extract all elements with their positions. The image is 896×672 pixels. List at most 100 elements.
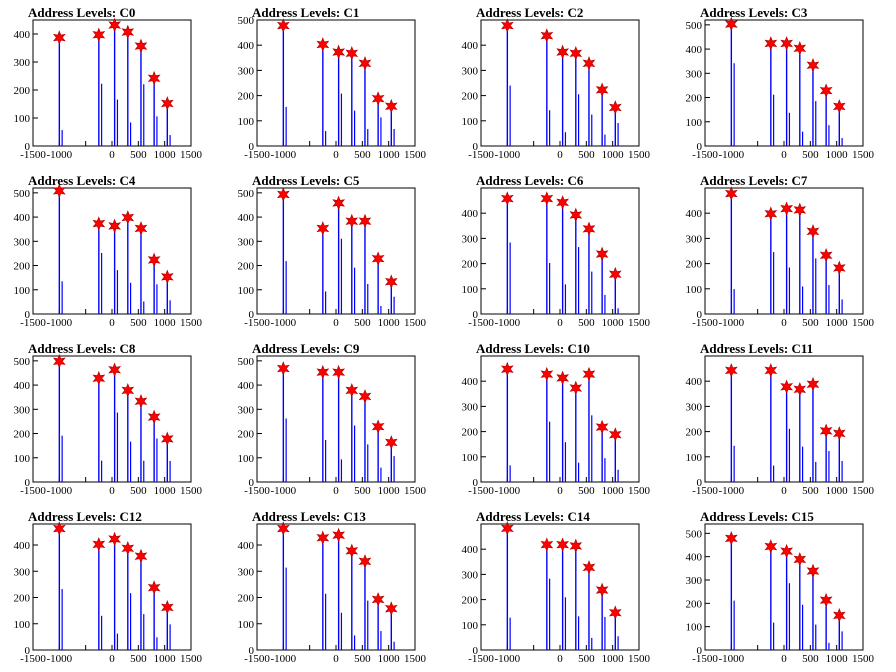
chart-title: Address Levels: C9 bbox=[252, 341, 360, 356]
histogram-spike bbox=[166, 278, 168, 314]
histogram-spike bbox=[799, 391, 801, 482]
peak-marker bbox=[345, 213, 359, 229]
x-tick-label: 1000 bbox=[602, 485, 625, 497]
histogram-spike bbox=[509, 242, 511, 314]
peak-marker bbox=[108, 531, 122, 547]
histogram-spike bbox=[116, 412, 119, 482]
y-tick-label: 500 bbox=[14, 188, 31, 200]
histogram-spike bbox=[506, 200, 509, 314]
chart-title: Address Levels: C12 bbox=[28, 509, 142, 524]
chart-panel: 0 100 200 300 400 -1500 -1000 0 500 1000 1500 Addre… bbox=[0, 0, 224, 168]
chart-panel: 0 100 200 300 400 -1500 -1000 0 500 1000 1500 Addre… bbox=[448, 168, 672, 336]
histogram-spike bbox=[591, 637, 593, 650]
x-tick-label: 1500 bbox=[404, 149, 427, 161]
histogram-spike bbox=[549, 262, 551, 314]
peak-marker bbox=[345, 543, 359, 559]
histogram-spike bbox=[733, 63, 735, 146]
x-tick-label: -1000 bbox=[494, 317, 520, 329]
histogram-spike bbox=[799, 561, 801, 650]
x-tick-label: -1500 bbox=[20, 485, 46, 497]
y-tick-label: 0 bbox=[249, 645, 255, 657]
peak-marker bbox=[52, 30, 66, 45]
histogram-spike bbox=[166, 440, 168, 482]
x-tick-label: 1000 bbox=[602, 149, 625, 161]
y-tick-label: 100 bbox=[686, 622, 703, 634]
peak-marker bbox=[780, 543, 794, 559]
histogram-spike bbox=[506, 371, 509, 482]
histogram-spike bbox=[591, 271, 593, 314]
histogram-spike bbox=[841, 138, 843, 146]
x-tick-label: -1000 bbox=[46, 653, 72, 665]
histogram-spike bbox=[340, 238, 343, 314]
x-tick-label: 0 bbox=[109, 485, 115, 497]
chart-svg: 0 100 200 300 400 -1500 -1000 0 500 1000 1500 bbox=[238, 521, 427, 665]
histogram-spike bbox=[58, 192, 61, 314]
y-tick-label: 200 bbox=[462, 259, 479, 271]
peak-marker bbox=[121, 210, 135, 225]
peak-marker bbox=[764, 539, 778, 554]
histogram-spike bbox=[380, 631, 382, 650]
histogram-spike bbox=[58, 363, 61, 482]
x-tick-label: -1500 bbox=[468, 485, 494, 497]
histogram-spike bbox=[561, 54, 564, 146]
peak-marker bbox=[147, 580, 161, 595]
histogram-spike bbox=[354, 267, 356, 314]
y-tick-label: 500 bbox=[238, 188, 255, 200]
x-tick-label: 1500 bbox=[852, 149, 875, 161]
peak-marker bbox=[134, 548, 148, 564]
chart-panel: 0 100 200 300 400 -1500 -1000 0 500 1000 1500 Addre… bbox=[448, 504, 672, 672]
y-tick-label: 200 bbox=[686, 93, 703, 105]
histogram-spike bbox=[282, 530, 285, 650]
y-tick-label: 100 bbox=[238, 453, 255, 465]
peak-marker bbox=[500, 191, 514, 206]
histogram-spike bbox=[799, 50, 801, 146]
histogram-spike bbox=[143, 460, 145, 482]
histogram-spike bbox=[564, 597, 567, 650]
histogram-spike bbox=[564, 442, 567, 482]
histogram-spike bbox=[591, 415, 593, 482]
chart-panel: 0 100 200 300 400 -1500 -1000 0 500 1000 1500 Addre… bbox=[672, 168, 896, 336]
x-tick-label: 1500 bbox=[180, 653, 203, 665]
chart-panel: 0 100 200 300 400 -1500 -1000 0 500 1000 1500 Addre… bbox=[0, 504, 224, 672]
histogram-spike bbox=[98, 225, 100, 314]
chart-svg: 0 100 200 300 400 500 -1500 -1000 0 500 1000 1500 bbox=[14, 353, 203, 497]
peak-marker bbox=[316, 221, 330, 236]
histogram-spike bbox=[770, 548, 772, 650]
histogram-spike bbox=[367, 600, 369, 650]
x-tick-label: 1500 bbox=[404, 653, 427, 665]
chart-svg: 0 100 200 300 400 500 -1500 -1000 0 500 1000 1500 bbox=[14, 183, 203, 329]
peak-marker bbox=[276, 521, 290, 536]
histogram-spike bbox=[617, 469, 619, 482]
histogram-spike bbox=[601, 592, 603, 650]
histogram-spike bbox=[614, 614, 616, 650]
x-tick-label: 1500 bbox=[628, 653, 651, 665]
peak-marker bbox=[358, 554, 372, 569]
histogram-spike bbox=[773, 622, 775, 650]
peak-marker bbox=[500, 18, 514, 33]
x-tick-label: 0 bbox=[109, 653, 115, 665]
peak-marker bbox=[92, 536, 106, 552]
histogram-spike bbox=[380, 306, 382, 314]
y-tick-label: 400 bbox=[238, 40, 255, 52]
y-tick-label: 100 bbox=[686, 117, 703, 129]
histogram-spike bbox=[101, 615, 103, 650]
histogram-spike bbox=[169, 135, 171, 146]
peak-marker bbox=[92, 27, 106, 43]
histogram-spike bbox=[340, 459, 343, 482]
x-tick-label: 500 bbox=[354, 485, 371, 497]
histogram-spike bbox=[325, 131, 327, 146]
y-tick-label: 400 bbox=[14, 540, 31, 552]
histogram-spike bbox=[815, 101, 817, 146]
peak-marker bbox=[500, 361, 514, 377]
y-tick-label: 100 bbox=[14, 285, 31, 297]
y-tick-label: 100 bbox=[462, 452, 479, 464]
x-tick-label: -1500 bbox=[20, 653, 46, 665]
histogram-spike bbox=[614, 436, 616, 482]
y-tick-label: 0 bbox=[473, 477, 479, 489]
histogram-spike bbox=[337, 374, 340, 482]
histogram-spike bbox=[130, 122, 132, 146]
y-tick-label: 100 bbox=[14, 113, 31, 125]
histogram-spike bbox=[340, 612, 343, 650]
y-tick-label: 300 bbox=[686, 233, 703, 245]
histogram-spike bbox=[351, 223, 353, 314]
